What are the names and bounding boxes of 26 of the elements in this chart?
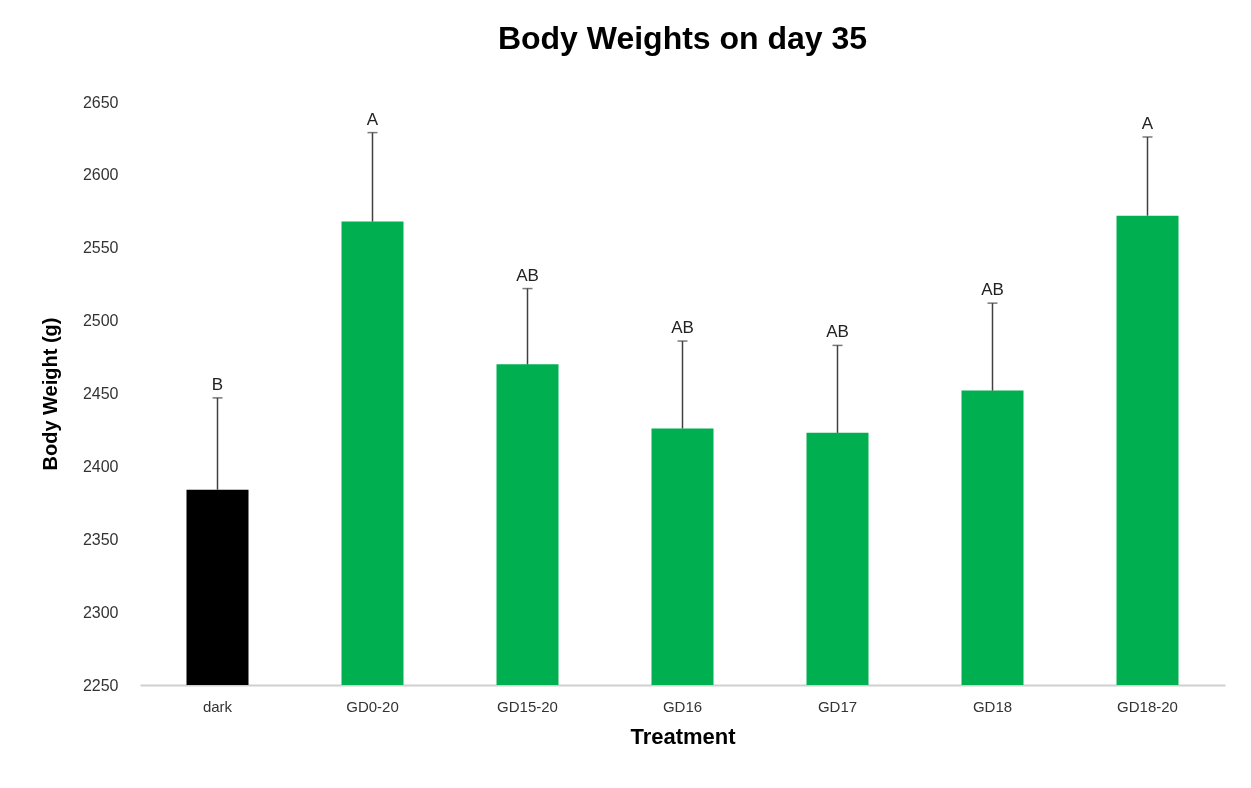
annotation: B <box>211 374 224 394</box>
x-axis-title: Treatment <box>630 723 737 749</box>
x-tick-label: GD0-20 <box>346 697 399 715</box>
annotation: AB <box>516 265 539 285</box>
y-tick-label: 2400 <box>82 457 119 475</box>
y-tick-label: 2300 <box>82 603 119 621</box>
y-tick-label: 2350 <box>82 530 119 548</box>
annotation: AB <box>671 318 694 338</box>
x-tick-label: GD17 <box>817 697 858 715</box>
x-tick-label: dark <box>202 697 233 715</box>
y-tick-label: 2250 <box>82 676 119 694</box>
chart-title: Body Weights on day 35 <box>497 20 868 56</box>
annotation: A <box>366 109 379 129</box>
x-tick-label: GD18 <box>972 697 1013 715</box>
y-tick-label: 2600 <box>82 166 119 184</box>
x-tick-label: GD18-20 <box>1117 697 1178 715</box>
x-tick-label: GD15-20 <box>497 697 558 715</box>
y-tick-label: 2550 <box>82 239 119 257</box>
annotation: AB <box>981 280 1004 300</box>
y-tick-label: 2450 <box>82 385 119 402</box>
y-tick-label: 2650 <box>82 93 119 111</box>
annotation: AB <box>826 322 849 342</box>
annotation: A <box>1141 113 1154 133</box>
x-tick-label: GD16 <box>662 697 703 715</box>
y-axis-title: Body Weight (g) <box>38 317 61 471</box>
y-tick-label: 2500 <box>82 312 119 330</box>
